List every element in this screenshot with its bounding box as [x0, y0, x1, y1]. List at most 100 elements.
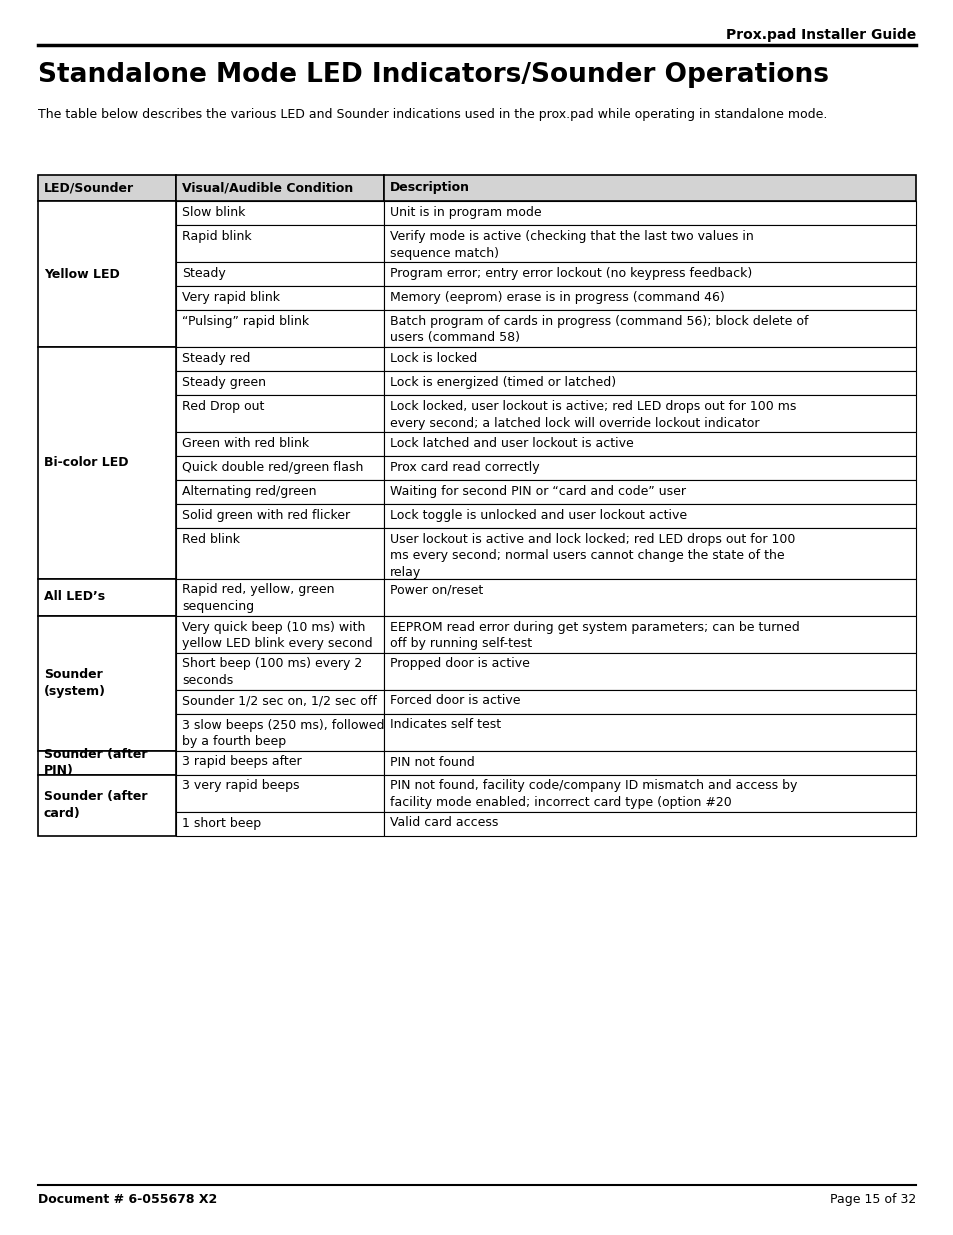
Text: 1 short beep: 1 short beep	[182, 816, 261, 830]
Bar	[175, 395, 384, 432]
Bar	[175, 432, 384, 456]
Bar	[175, 262, 384, 287]
Text: Standalone Mode LED Indicators/Sounder Operations: Standalone Mode LED Indicators/Sounder O…	[38, 62, 828, 88]
Text: Red blink: Red blink	[182, 534, 240, 546]
Bar	[175, 774, 384, 811]
Bar	[384, 578, 915, 615]
Text: Visual/Audible Condition: Visual/Audible Condition	[182, 182, 353, 194]
Text: Description: Description	[390, 182, 470, 194]
Text: Sounder (after
card): Sounder (after card)	[44, 790, 148, 820]
Bar	[384, 175, 915, 201]
Bar	[175, 175, 384, 201]
Text: Rapid blink: Rapid blink	[182, 230, 252, 243]
Text: Red Drop out: Red Drop out	[182, 400, 264, 412]
Text: Bi-color LED: Bi-color LED	[44, 456, 129, 469]
Bar	[384, 811, 915, 836]
Bar	[384, 480, 915, 504]
Text: Yellow LED: Yellow LED	[44, 268, 120, 280]
Text: The table below describes the various LED and Sounder indications used in the pr: The table below describes the various LE…	[38, 107, 826, 121]
Text: Power on/reset: Power on/reset	[390, 583, 483, 597]
Bar	[384, 395, 915, 432]
Text: Prox.pad Installer Guide: Prox.pad Installer Guide	[725, 28, 915, 42]
Bar	[175, 689, 384, 714]
Text: 3 rapid beeps after: 3 rapid beeps after	[182, 756, 301, 768]
Bar	[175, 615, 384, 652]
Text: Waiting for second PIN or “card and code” user: Waiting for second PIN or “card and code…	[390, 485, 685, 498]
Text: Quick double red/green flash: Quick double red/green flash	[182, 461, 363, 474]
Text: Valid card access: Valid card access	[390, 816, 497, 830]
Text: All LED’s: All LED’s	[44, 590, 105, 604]
Text: “Pulsing” rapid blink: “Pulsing” rapid blink	[182, 315, 309, 329]
Text: LED/Sounder: LED/Sounder	[44, 182, 134, 194]
Bar	[175, 347, 384, 370]
Text: Sounder (after
PIN): Sounder (after PIN)	[44, 747, 148, 777]
Bar	[38, 347, 175, 578]
Bar	[384, 652, 915, 689]
Bar	[384, 504, 915, 529]
Text: Sounder 1/2 sec on, 1/2 sec off: Sounder 1/2 sec on, 1/2 sec off	[182, 694, 376, 708]
Text: Forced door is active: Forced door is active	[390, 694, 520, 708]
Bar	[384, 347, 915, 370]
Bar	[175, 310, 384, 347]
Bar	[38, 774, 175, 836]
Text: User lockout is active and lock locked; red LED drops out for 100
ms every secon: User lockout is active and lock locked; …	[390, 534, 795, 579]
Text: Program error; entry error lockout (no keypress feedback): Program error; entry error lockout (no k…	[390, 267, 752, 280]
Text: Lock latched and user lockout is active: Lock latched and user lockout is active	[390, 437, 633, 450]
Bar	[384, 774, 915, 811]
Bar	[175, 652, 384, 689]
Text: Verify mode is active (checking that the last two values in
sequence match): Verify mode is active (checking that the…	[390, 230, 753, 259]
Text: Steady red: Steady red	[182, 352, 250, 366]
Text: Short beep (100 ms) every 2
seconds: Short beep (100 ms) every 2 seconds	[182, 657, 362, 687]
Bar	[384, 689, 915, 714]
Text: Steady: Steady	[182, 267, 226, 280]
Bar	[38, 615, 175, 751]
Text: Steady green: Steady green	[182, 375, 266, 389]
Bar	[384, 529, 915, 578]
Bar	[384, 456, 915, 480]
Bar	[38, 201, 175, 347]
Text: Propped door is active: Propped door is active	[390, 657, 529, 671]
Text: 3 slow beeps (250 ms), followed
by a fourth beep: 3 slow beeps (250 ms), followed by a fou…	[182, 719, 384, 748]
Bar	[38, 578, 175, 615]
Text: 3 very rapid beeps: 3 very rapid beeps	[182, 779, 299, 793]
Bar	[384, 262, 915, 287]
Bar	[175, 225, 384, 262]
Bar	[175, 714, 384, 751]
Bar	[38, 751, 175, 774]
Bar	[175, 751, 384, 774]
Text: Green with red blink: Green with red blink	[182, 437, 309, 450]
Bar	[38, 175, 175, 201]
Text: Sounder
(system): Sounder (system)	[44, 668, 106, 698]
Bar	[384, 370, 915, 395]
Bar	[175, 480, 384, 504]
Text: Lock locked, user lockout is active; red LED drops out for 100 ms
every second; : Lock locked, user lockout is active; red…	[390, 400, 796, 430]
Bar	[384, 225, 915, 262]
Text: Rapid red, yellow, green
sequencing: Rapid red, yellow, green sequencing	[182, 583, 335, 613]
Text: Indicates self test: Indicates self test	[390, 719, 500, 731]
Text: Slow blink: Slow blink	[182, 206, 245, 219]
Text: Alternating red/green: Alternating red/green	[182, 485, 316, 498]
Text: Page 15 of 32: Page 15 of 32	[829, 1193, 915, 1207]
Text: PIN not found, facility code/company ID mismatch and access by
facility mode ena: PIN not found, facility code/company ID …	[390, 779, 797, 809]
Text: EEPROM read error during get system parameters; can be turned
off by running sel: EEPROM read error during get system para…	[390, 620, 799, 650]
Bar	[384, 751, 915, 774]
Text: Unit is in program mode: Unit is in program mode	[390, 206, 541, 219]
Bar	[384, 615, 915, 652]
Bar	[384, 201, 915, 225]
Text: Solid green with red flicker: Solid green with red flicker	[182, 509, 350, 522]
Text: Batch program of cards in progress (command 56); block delete of
users (command : Batch program of cards in progress (comm…	[390, 315, 807, 345]
Text: Lock is locked: Lock is locked	[390, 352, 476, 366]
Bar	[384, 714, 915, 751]
Bar	[384, 287, 915, 310]
Bar	[175, 287, 384, 310]
Text: Memory (eeprom) erase is in progress (command 46): Memory (eeprom) erase is in progress (co…	[390, 291, 724, 304]
Bar	[175, 504, 384, 529]
Text: PIN not found: PIN not found	[390, 756, 475, 768]
Bar	[384, 432, 915, 456]
Bar	[175, 529, 384, 578]
Bar	[175, 456, 384, 480]
Bar	[175, 370, 384, 395]
Bar	[384, 310, 915, 347]
Bar	[175, 811, 384, 836]
Bar	[175, 201, 384, 225]
